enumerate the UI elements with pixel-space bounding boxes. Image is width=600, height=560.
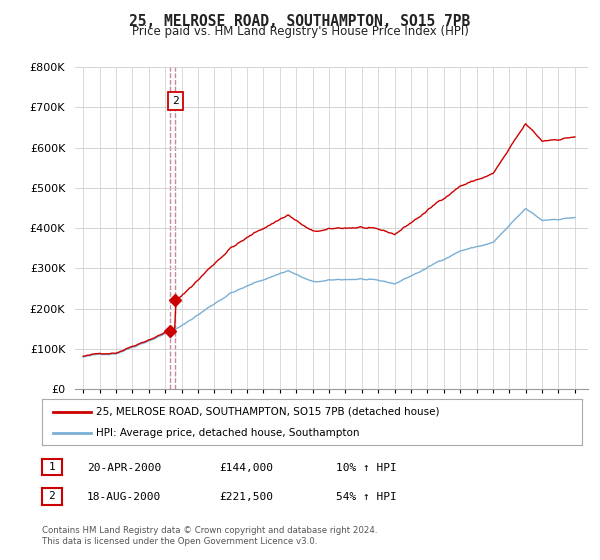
Text: Price paid vs. HM Land Registry's House Price Index (HPI): Price paid vs. HM Land Registry's House … (131, 25, 469, 38)
Text: HPI: Average price, detached house, Southampton: HPI: Average price, detached house, Sout… (96, 428, 359, 438)
Text: 25, MELROSE ROAD, SOUTHAMPTON, SO15 7PB: 25, MELROSE ROAD, SOUTHAMPTON, SO15 7PB (130, 14, 470, 29)
Text: 2: 2 (49, 491, 55, 501)
Text: 54% ↑ HPI: 54% ↑ HPI (336, 492, 397, 502)
Text: £144,000: £144,000 (219, 463, 273, 473)
Text: 25, MELROSE ROAD, SOUTHAMPTON, SO15 7PB (detached house): 25, MELROSE ROAD, SOUTHAMPTON, SO15 7PB … (96, 407, 439, 417)
Text: Contains HM Land Registry data © Crown copyright and database right 2024.
This d: Contains HM Land Registry data © Crown c… (42, 526, 377, 546)
Text: 10% ↑ HPI: 10% ↑ HPI (336, 463, 397, 473)
Text: 20-APR-2000: 20-APR-2000 (87, 463, 161, 473)
Text: 2: 2 (172, 96, 179, 106)
Text: 18-AUG-2000: 18-AUG-2000 (87, 492, 161, 502)
Text: 1: 1 (49, 462, 55, 472)
Text: £221,500: £221,500 (219, 492, 273, 502)
